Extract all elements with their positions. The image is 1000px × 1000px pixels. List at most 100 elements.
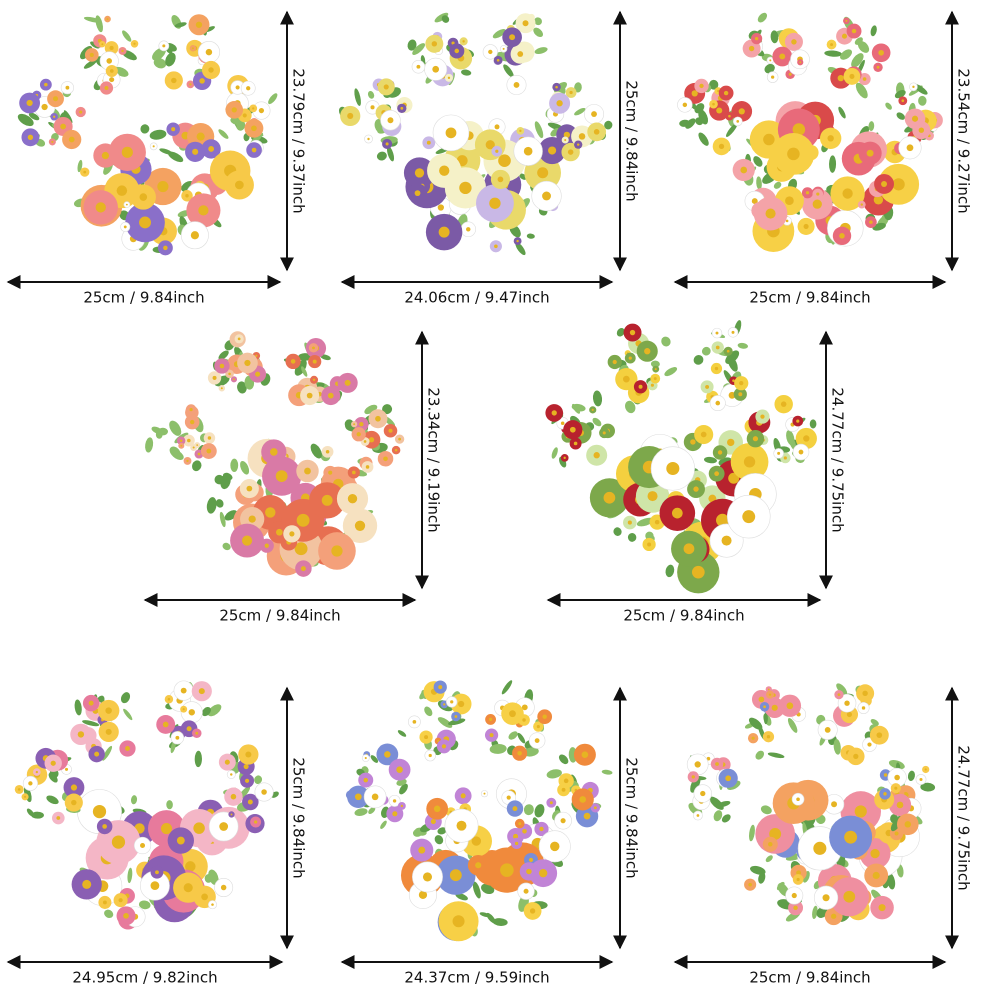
flower-center — [567, 149, 574, 155]
flower-center — [94, 751, 100, 757]
leaf — [756, 176, 762, 190]
flower-center — [862, 690, 868, 696]
flower-center — [121, 49, 124, 53]
flower-center — [56, 816, 61, 820]
flower-center — [714, 471, 720, 477]
flower-center — [517, 51, 524, 57]
leaf — [370, 755, 379, 763]
flower-center — [157, 180, 169, 193]
flower-center — [270, 448, 278, 456]
flower-center — [398, 437, 402, 441]
leaf — [701, 346, 711, 356]
leaf — [254, 775, 263, 784]
leaf — [713, 810, 723, 822]
flower-center — [542, 191, 551, 201]
leaf — [412, 43, 426, 55]
leaf — [753, 156, 763, 167]
flower-center — [102, 900, 107, 905]
leaf — [380, 820, 387, 829]
flower-center — [44, 82, 48, 87]
flower-center — [123, 912, 129, 919]
leaf — [237, 381, 247, 394]
flower-center — [385, 142, 389, 146]
flower-center — [894, 831, 899, 836]
leaf — [215, 499, 224, 508]
paw-illustration — [145, 331, 405, 577]
flower-center — [383, 456, 388, 462]
flower-center — [912, 85, 915, 89]
flower-center — [101, 151, 110, 160]
leaf — [812, 905, 818, 920]
flower-center — [593, 129, 600, 135]
leaf — [396, 778, 407, 786]
leaf — [194, 750, 202, 768]
flower-center — [189, 83, 192, 86]
flower-center — [700, 790, 706, 797]
flower-center — [176, 836, 185, 845]
height-label: 25cm / 9.84inch — [290, 757, 308, 878]
leaf — [123, 708, 133, 721]
flower-center — [325, 450, 330, 454]
flower-center — [573, 441, 578, 446]
flower-center — [497, 176, 504, 183]
flower-center — [805, 191, 810, 195]
flower-center — [185, 861, 196, 872]
flower-center — [245, 751, 252, 758]
leaf — [77, 159, 83, 173]
flower-center — [768, 693, 772, 696]
leaf — [138, 900, 151, 910]
flower-center — [41, 103, 48, 111]
leaf — [127, 867, 133, 884]
width-label: 25cm / 9.84inch — [749, 969, 870, 987]
flower-center — [230, 773, 233, 776]
flower-center — [352, 470, 356, 475]
flower-center — [139, 216, 151, 229]
leaf — [122, 30, 132, 42]
flower-center — [365, 465, 370, 469]
leaf — [773, 181, 782, 189]
leaf — [165, 52, 176, 67]
flower-center — [220, 884, 227, 891]
flower-center — [125, 746, 130, 751]
flower-center — [187, 438, 191, 443]
flower-center — [612, 359, 617, 365]
leaf — [218, 350, 229, 360]
flower-center — [211, 903, 214, 906]
flower-center — [264, 543, 269, 548]
flower-center — [892, 178, 905, 191]
flower-center — [428, 753, 432, 758]
flower-center — [192, 446, 195, 449]
height-label: 24.77cm / 9.75inch — [955, 745, 973, 890]
height-label: 23.79cm / 9.37inch — [290, 68, 308, 213]
leaf — [726, 123, 738, 137]
flower-center — [418, 890, 428, 899]
flower-center — [576, 143, 580, 146]
leaf — [222, 542, 231, 551]
flower-center — [731, 330, 735, 334]
flower-center — [171, 77, 177, 84]
flower-center — [523, 146, 533, 156]
flower-center — [384, 751, 391, 758]
flower-center — [123, 225, 127, 229]
flower-center — [509, 710, 516, 718]
flower-center — [539, 826, 544, 832]
flower-center — [388, 428, 393, 433]
leaf — [755, 750, 765, 760]
flower-center — [195, 21, 203, 28]
leaf — [664, 367, 678, 377]
leaf — [787, 717, 798, 733]
flower-center — [208, 67, 214, 73]
flower-center — [740, 166, 748, 174]
flower-center — [83, 170, 87, 174]
flower-center — [690, 439, 696, 445]
flower-center — [748, 882, 752, 887]
flower-center — [705, 384, 710, 389]
leaf — [83, 59, 97, 69]
leaf — [625, 400, 636, 414]
leaf — [310, 443, 322, 459]
flower-center — [522, 20, 529, 27]
flower-center — [255, 371, 261, 377]
flower-center — [304, 467, 311, 475]
flower-center — [251, 147, 257, 153]
leaf — [574, 107, 586, 116]
